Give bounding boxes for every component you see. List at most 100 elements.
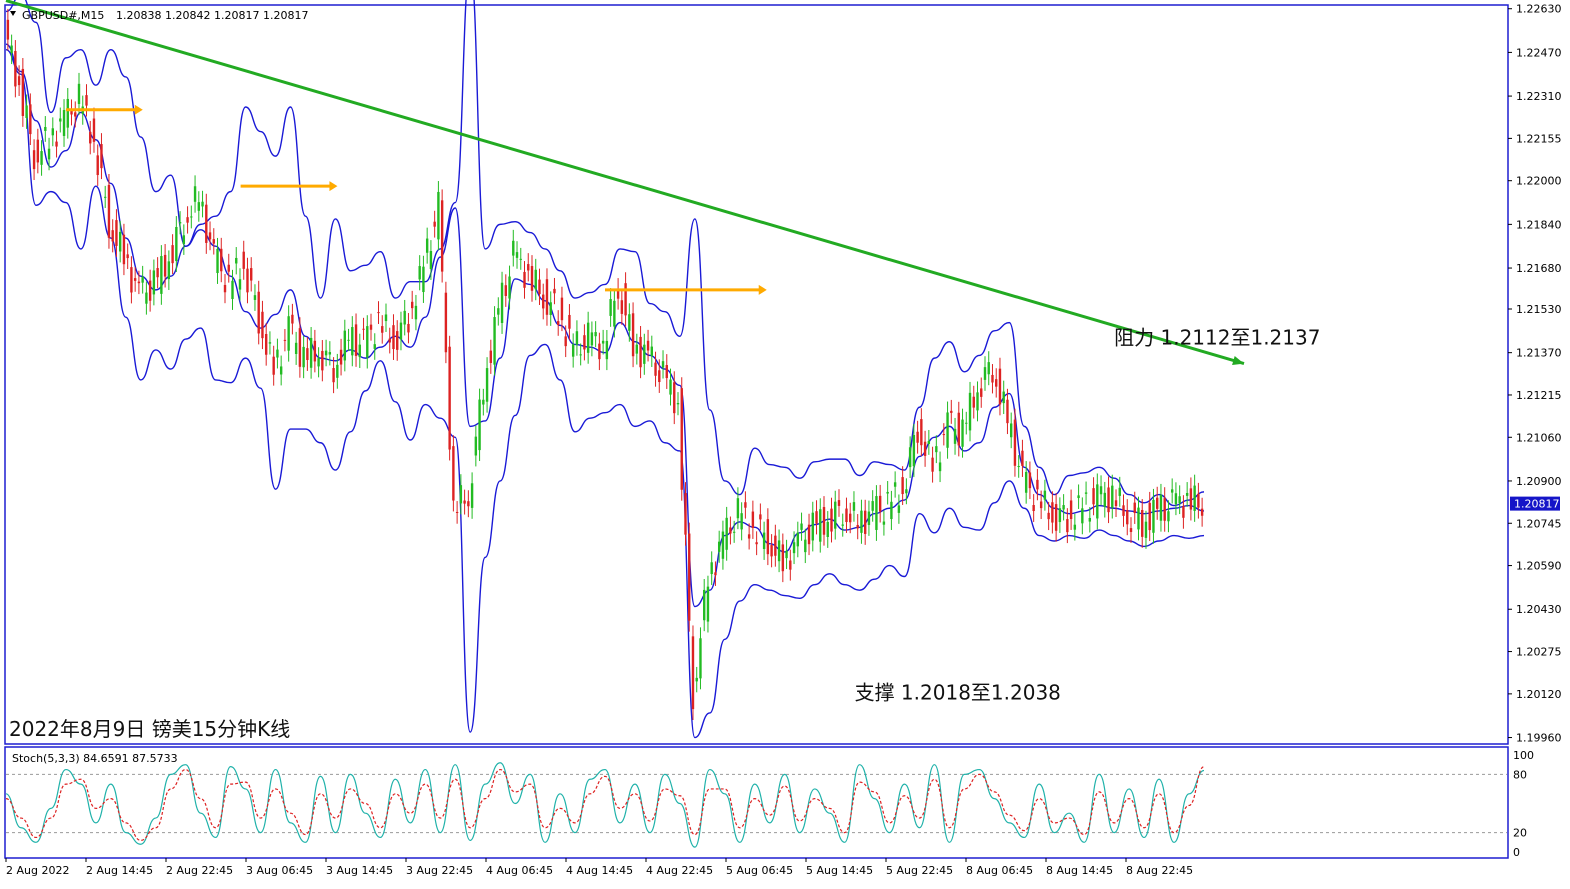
candle-body [770,545,773,557]
candle-body [1084,492,1088,494]
candle-body [785,550,788,559]
candle-body [343,330,347,361]
candle-body [1170,489,1174,493]
price-tick-label: 1.20430 [1516,603,1562,616]
candle-body [1107,487,1110,513]
candle-body [504,285,507,296]
candle-body [448,346,451,450]
candle-body [115,220,118,246]
resistance-arrowhead [758,284,767,295]
current-price-tag: 1.20817 [1510,496,1560,511]
candle-body [463,500,466,504]
stochastic-lines [5,762,1507,848]
candle-body [440,200,444,272]
candle-body [792,542,796,554]
candle-body [515,252,519,258]
candle-body [422,266,425,293]
candle-body [901,477,904,495]
candle-body [508,276,511,299]
candle-body [70,110,73,115]
stoch-tick-label: 20 [1513,827,1527,840]
resistance-arrowhead [134,104,143,115]
candle-body [747,534,751,539]
candle-body [534,269,537,290]
candle-body [643,344,646,364]
time-axis: 2 Aug 2022 2 Aug 14:45 2 Aug 22:45 3 Aug 06… [5,858,1193,877]
candle-body [564,336,567,347]
candle-body [489,350,493,363]
candle-body [55,141,58,147]
header-ohlc: 1.20838 1.20842 1.20817 1.20817 [116,9,308,22]
candle-body [579,354,582,356]
price-axis: 1.22630 1.22470 1.22310 1.22155 1.22000 1.218… [1508,3,1562,745]
candle-body [804,539,807,553]
time-tick-label: 4 Aug 06:45 [486,864,553,877]
candle-body [130,267,133,293]
candle-body [998,368,1002,405]
bb-upper-line [5,0,1205,507]
candle-body [474,436,478,456]
candle-body [519,258,522,260]
candle-body [1032,505,1035,512]
candle-body [373,344,376,349]
candle-body [1077,495,1080,499]
current-price-box [1510,496,1560,511]
candle-body [639,336,642,368]
candle-body [1073,524,1077,530]
candle-body [691,636,695,710]
candle-body [811,512,814,541]
candle-body [276,349,279,358]
candle-body [1028,472,1032,489]
candle-body [216,248,219,274]
stoch-tick-label: 100 [1513,749,1534,762]
candle-body [976,392,979,411]
price-tick-label: 1.22630 [1516,3,1562,16]
candle-body [841,524,844,526]
candle-body [837,500,841,506]
candle-body [1017,466,1020,468]
candle-body [418,266,421,280]
time-tick-label: 3 Aug 22:45 [406,864,473,877]
candle-body [167,261,171,280]
candle-body [369,324,373,330]
candle-body [590,332,594,346]
price-tick-label: 1.22470 [1516,46,1562,59]
candle-body [257,291,260,334]
candle-body [553,288,556,294]
candle-body [306,348,309,361]
candle-body [819,509,822,542]
stoch-title: Stoch(5,3,3) 84.6591 87.5733 [12,752,178,765]
candle-body [51,128,54,136]
candle-body [886,491,889,494]
candle-body [860,510,863,533]
trendline-layer [5,0,1245,366]
candle-body [1006,399,1009,424]
candle-body [141,276,144,283]
candle-body [1111,485,1114,508]
time-tick-label: 8 Aug 22:45 [1126,864,1193,877]
candle-body [302,346,305,368]
time-tick-label: 3 Aug 14:45 [326,864,393,877]
candle-body [336,364,339,378]
candle-body [995,379,998,387]
candle-body [163,254,167,277]
candle-body [755,542,758,545]
candle-body [714,572,717,576]
candle-body [32,150,36,170]
candle-body [830,508,833,532]
candle-body [882,521,886,525]
candle-body [725,517,728,550]
candle-body [1144,521,1148,538]
candle-body [324,350,328,356]
time-tick-label: 2 Aug 14:45 [86,864,153,877]
candle-body [287,316,290,351]
candle-body [916,431,919,443]
candle-body [77,83,81,104]
candle-body [972,396,975,408]
price-tick-label: 1.20120 [1516,688,1562,701]
candle-body [137,281,141,284]
candle-body [1047,512,1050,520]
candle-body [313,340,317,362]
candle-body [437,191,440,240]
dropdown-triangle-icon[interactable] [10,11,16,16]
